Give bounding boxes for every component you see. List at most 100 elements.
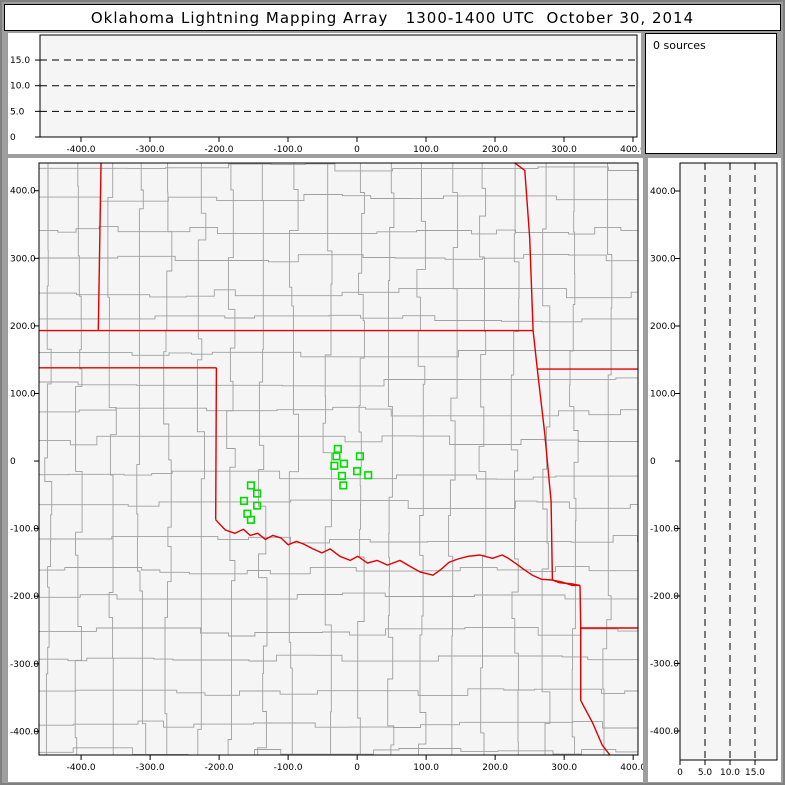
northsouth-tick-label: -100.0 [10,525,39,535]
altitude-tick-label: 10.0 [720,768,740,778]
county-line-col [357,163,365,755]
map-plot-border [38,162,639,756]
station-marker [364,471,373,480]
county-line-row [39,314,638,323]
county-line-row [39,406,638,417]
state-borders [39,163,638,755]
northsouth-tick-label: 300.0 [650,255,676,265]
county-line-row [39,535,638,544]
county-line-col [163,163,173,755]
county-line-col [569,163,579,755]
county-line-row [39,194,638,202]
eastwest-tick-label: 400.0 [620,145,641,154]
county-line-row [39,688,638,696]
page-title: Oklahoma Lightning Mapping Array 1300-14… [90,8,695,27]
eastwest-tick-label: 300.0 [551,145,577,154]
eastwest-tick-label: 200.0 [482,763,508,773]
eastwest-tick-label: 100.0 [413,145,439,154]
altitude-tick-label: 0 [677,768,683,778]
county-line-col [257,163,268,755]
northsouth-tick-label: -400.0 [10,727,39,737]
eastwest-tick-label: -200.0 [204,145,233,154]
eastwest-tick-label: 0 [354,145,360,154]
county-line-col [44,163,53,755]
station-marker [246,515,256,524]
county-line-col [322,163,333,755]
station-marker [339,481,348,490]
county-line-col [478,163,487,755]
station-marker [330,461,339,470]
station-marker [355,452,365,461]
eastwest-tick-label: 400.0 [620,763,643,773]
county-line-col [226,163,236,755]
eastwest-tick-label: 100.0 [413,763,439,773]
ns-alt-plot-area [679,162,778,761]
ks-mo-line [513,163,538,370]
northsouth-tick-label: 0 [650,457,656,467]
county-line-col [387,163,395,755]
eastwest-tick-label: -100.0 [273,145,302,154]
altitude-tick-label: 5.0 [10,107,25,117]
station-marker [253,489,262,498]
northsouth-tick-label: -400.0 [650,727,679,737]
county-line-row [39,288,638,299]
county-line-row [39,435,638,446]
co-ks-line [97,163,102,330]
county-line-col [416,163,427,755]
county-line-row [39,566,638,575]
county-line-row [39,350,638,358]
county-line-col [510,163,520,755]
altitude-tick-label: 15.0 [745,768,765,778]
county-line-row [39,225,638,235]
altitude-northsouth-panel: 400.0 300.0 200.0 100.0 0 -100.0 -200.0 -300.0 -… [648,158,781,782]
northsouth-tick-label: -100.0 [650,525,679,535]
station-marker [332,452,341,461]
county-line-col [602,163,613,755]
county-line-col [107,163,117,755]
northsouth-tick-label: -200.0 [650,592,679,602]
county-line-row [39,163,638,172]
county-line-row [39,654,638,662]
altitude-tick-label: 10.0 [10,82,30,92]
county-line-row [39,626,638,637]
eastwest-tick-label: 300.0 [551,763,577,773]
county-line-row [39,592,638,600]
station-marker [253,501,262,510]
red-river [215,519,580,587]
altitude-tick-label: 0 [10,133,16,143]
northsouth-tick-label: -300.0 [650,660,679,670]
eastwest-tick-label: 200.0 [482,145,508,154]
northsouth-tick-label: -300.0 [10,660,39,670]
station-marker [339,459,349,468]
county-line-row [39,377,638,387]
eastwest-tick-label: -100.0 [274,763,303,773]
source-count-panel: 0 sources [645,33,777,154]
eastwest-tick-label: -300.0 [135,145,164,154]
altitude-eastwest-plot: 15.0 10.0 5.0 0 -400.0 -300.0 -200.0 -100.0 0 100… [10,34,641,154]
eastwest-tick-label: -200.0 [205,763,234,773]
eastwest-tick-label: -300.0 [136,763,165,773]
northsouth-tick-label: 0 [10,457,16,467]
station-marker [337,471,347,481]
northsouth-tick-label: 100.0 [650,390,676,400]
northsouth-tick-label: 400.0 [10,187,36,197]
county-line-col [288,163,299,755]
eastwest-tick-label: -400.0 [67,763,96,773]
tx-ar-la-line [579,585,611,755]
station-marker [239,496,249,506]
county-line-col [541,163,551,755]
source-count-text: 0 sources [653,39,706,52]
northsouth-tick-label: 100.0 [10,389,36,399]
station-markers [239,444,373,524]
altitude-tick-label: 5.0 [698,768,713,778]
station-marker [246,481,256,490]
altitude-northsouth-plot: 400.0 300.0 200.0 100.0 0 -100.0 -200.0 -300.0 -… [650,162,778,778]
northsouth-tick-label: 300.0 [10,254,36,264]
county-line-col [448,163,459,755]
county-line-col [136,163,147,755]
ok-tx-100w-line [215,367,218,520]
plan-view-map-panel: 400.0 300.0 200.0 100.0 0 -100.0 -200.0 -300.0 -… [8,158,643,782]
county-line-row [39,499,638,510]
county-line-col [196,163,207,755]
northsouth-tick-label: 400.0 [650,187,676,197]
